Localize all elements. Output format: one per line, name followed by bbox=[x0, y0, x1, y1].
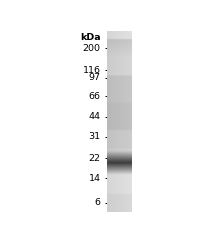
Text: 22: 22 bbox=[89, 154, 101, 163]
Text: 97: 97 bbox=[89, 73, 101, 82]
Text: 116: 116 bbox=[83, 66, 101, 75]
Text: 14: 14 bbox=[89, 174, 101, 183]
Text: 200: 200 bbox=[83, 44, 101, 53]
Text: 66: 66 bbox=[89, 92, 101, 101]
Text: 31: 31 bbox=[89, 132, 101, 141]
Text: 44: 44 bbox=[89, 112, 101, 121]
Text: kDa: kDa bbox=[80, 33, 101, 42]
Text: 6: 6 bbox=[95, 198, 101, 207]
